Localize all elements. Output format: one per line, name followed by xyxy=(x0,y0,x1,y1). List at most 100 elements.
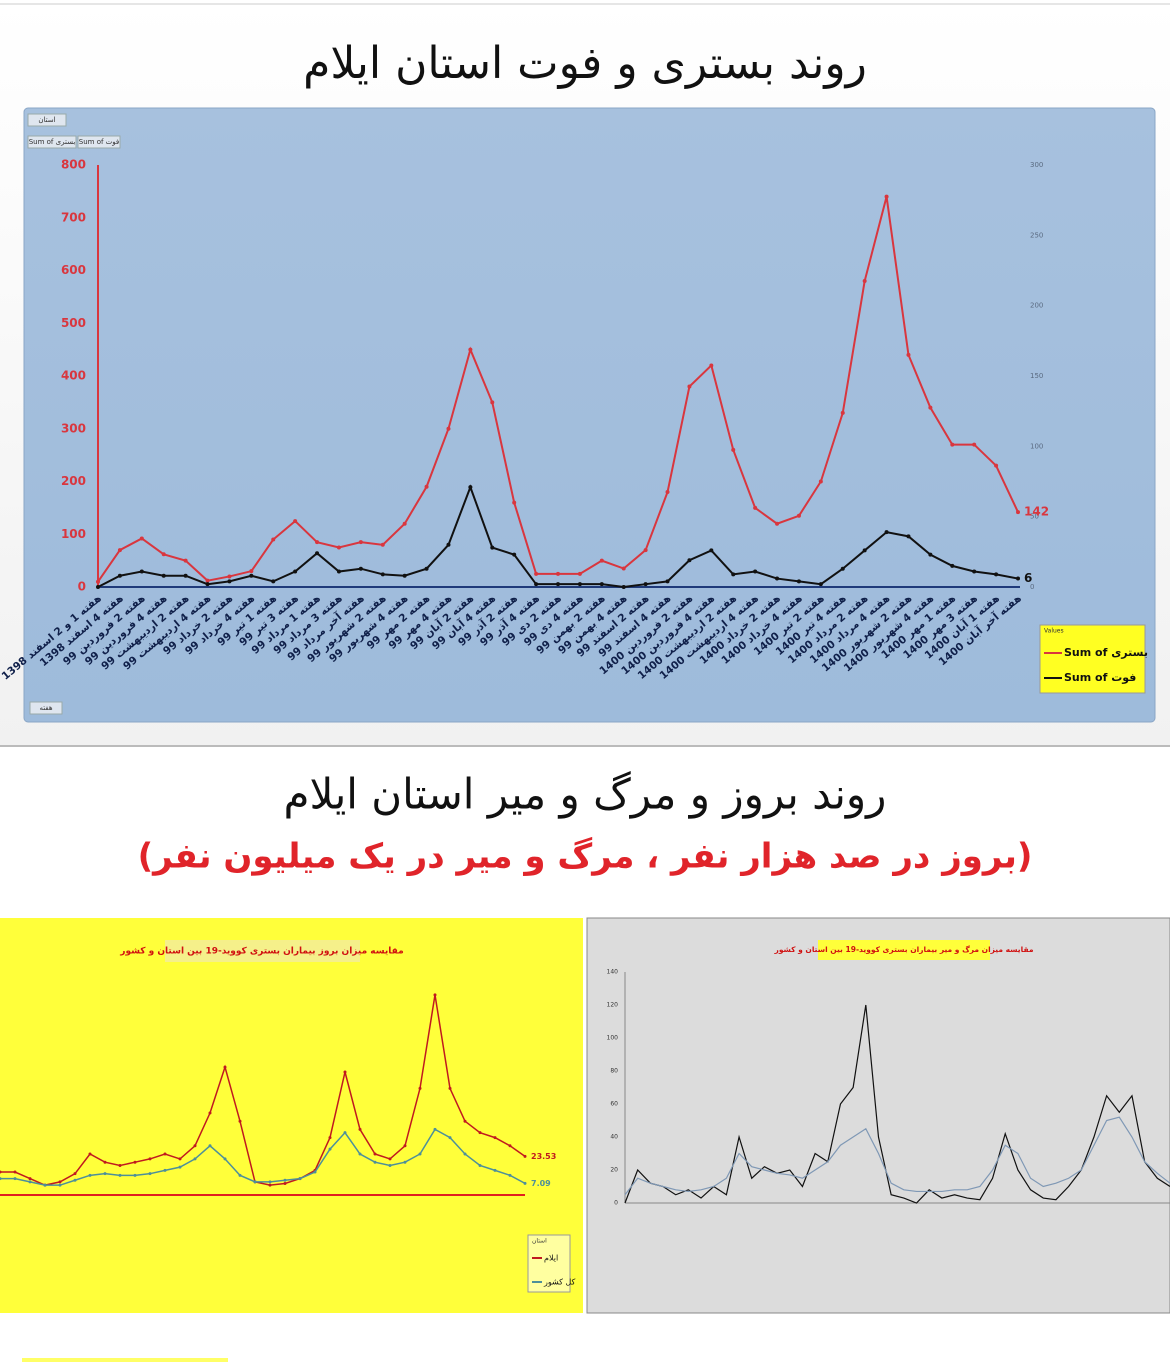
point xyxy=(58,1180,62,1184)
point xyxy=(373,1160,377,1164)
point xyxy=(193,1144,197,1148)
point xyxy=(58,1183,62,1187)
point xyxy=(665,490,670,495)
point xyxy=(163,1168,167,1172)
point xyxy=(249,569,254,574)
series-line xyxy=(0,1128,526,1186)
point xyxy=(358,566,363,571)
point xyxy=(840,410,845,415)
section-title: روند بروز و مرگ و میر استان ایلام xyxy=(284,770,887,819)
point xyxy=(433,993,437,997)
point xyxy=(227,574,232,579)
point xyxy=(643,582,648,587)
point xyxy=(512,552,517,557)
point xyxy=(358,540,363,545)
point xyxy=(709,548,714,553)
point xyxy=(418,1086,422,1090)
point xyxy=(446,426,451,431)
y2-tick-label: 0 xyxy=(1030,583,1034,591)
point xyxy=(577,582,582,587)
point xyxy=(972,569,977,574)
point xyxy=(577,571,582,576)
point xyxy=(336,569,341,574)
point xyxy=(446,542,451,547)
point xyxy=(906,352,911,357)
point xyxy=(775,576,780,581)
point xyxy=(490,545,495,550)
point xyxy=(463,1152,467,1156)
point xyxy=(1016,510,1020,515)
point xyxy=(534,571,539,576)
point xyxy=(336,545,341,550)
point xyxy=(253,1180,257,1184)
point xyxy=(512,500,517,505)
point xyxy=(493,1168,497,1172)
point xyxy=(283,1182,287,1186)
y-tick-label: 80 xyxy=(610,1068,618,1075)
point xyxy=(621,566,626,571)
point xyxy=(523,1154,527,1158)
legend-label: کل کشور xyxy=(543,1278,576,1287)
point xyxy=(884,194,889,199)
filter-button[interactable] xyxy=(27,135,77,149)
point xyxy=(73,1172,77,1176)
point xyxy=(133,1173,137,1177)
point xyxy=(862,548,867,553)
point xyxy=(268,1183,272,1187)
point xyxy=(88,1173,92,1177)
point xyxy=(238,1119,242,1123)
point xyxy=(818,582,823,587)
point xyxy=(884,530,889,535)
point xyxy=(731,572,736,577)
y2-tick-label: 50 xyxy=(1030,513,1039,521)
point xyxy=(753,505,758,510)
chart-title-box xyxy=(818,940,990,960)
point xyxy=(994,463,999,468)
y-tick-label: 40 xyxy=(610,1134,618,1141)
point xyxy=(534,582,539,587)
filter-button[interactable] xyxy=(77,135,121,149)
point xyxy=(599,558,604,563)
point xyxy=(840,566,845,571)
y-tick-label: 0 xyxy=(614,1200,618,1207)
chart-panel xyxy=(586,917,1170,1314)
point xyxy=(148,1157,152,1161)
chart-title-box xyxy=(165,940,360,962)
axis-button[interactable] xyxy=(29,701,63,715)
data-label: 7.09 xyxy=(531,1179,551,1188)
point xyxy=(328,1136,332,1140)
point xyxy=(950,563,955,568)
point xyxy=(183,558,188,563)
series-line xyxy=(624,1116,1170,1196)
point xyxy=(972,442,977,447)
y2-tick-label: 250 xyxy=(1030,231,1043,239)
point xyxy=(493,1136,497,1140)
point xyxy=(403,1144,407,1148)
y-tick-label: 100 xyxy=(607,1035,619,1042)
filter-label: استان xyxy=(38,116,55,124)
point xyxy=(490,400,495,405)
point xyxy=(343,1070,347,1074)
point xyxy=(103,1172,107,1176)
point xyxy=(223,1157,227,1161)
point xyxy=(478,1131,482,1135)
filter-button[interactable] xyxy=(27,113,67,127)
point xyxy=(687,558,692,563)
point xyxy=(463,1119,467,1123)
point xyxy=(178,1157,182,1161)
point xyxy=(183,573,188,578)
data-label: 23.53 xyxy=(531,1152,556,1161)
point xyxy=(928,405,933,410)
point xyxy=(775,521,780,526)
point xyxy=(468,347,473,352)
point xyxy=(28,1180,32,1184)
point xyxy=(13,1170,17,1174)
point xyxy=(478,1163,482,1167)
section-subtitle: (بروز در صد هزار نفر ، مرگ و میر در یک م… xyxy=(138,836,1033,877)
point xyxy=(298,1177,302,1181)
point xyxy=(424,566,429,571)
legend-title: Values xyxy=(1044,628,1064,635)
point xyxy=(238,1173,242,1177)
point xyxy=(508,1173,512,1177)
